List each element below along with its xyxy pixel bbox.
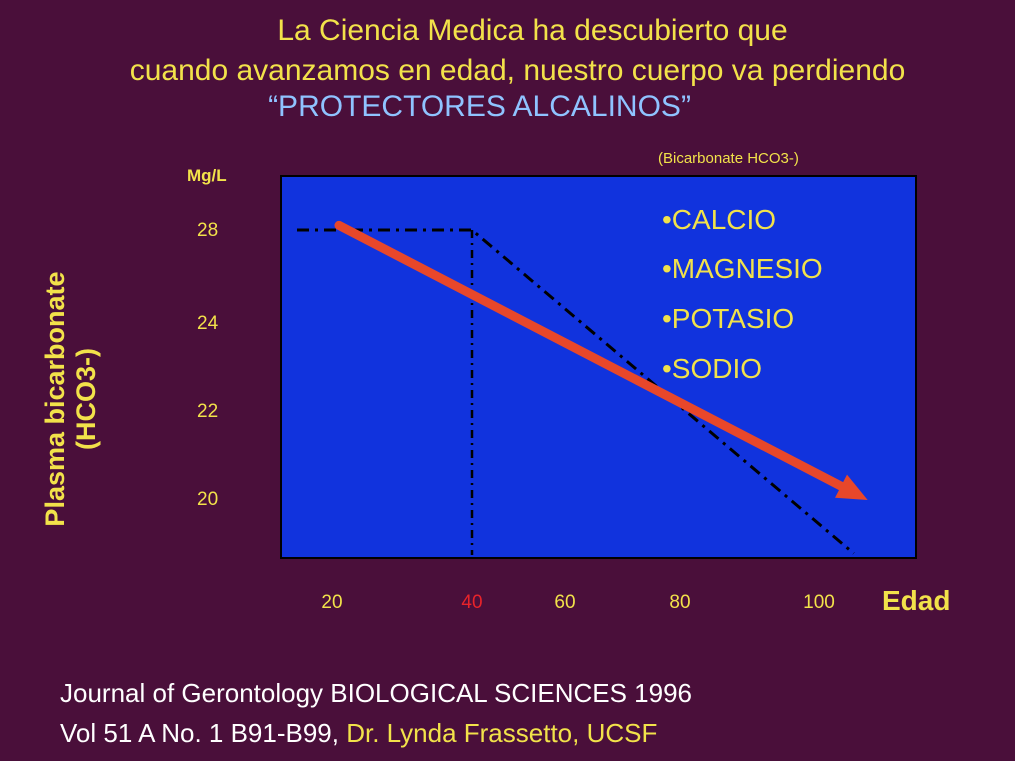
citation-line-2: Vol 51 A No. 1 B91-B99, Dr. Lynda Frasse… bbox=[60, 718, 657, 749]
y-axis-unit: Mg/L bbox=[187, 166, 227, 185]
legend-item-sodio: •SODIO bbox=[662, 353, 763, 384]
citation-author: Dr. Lynda Frassetto, UCSF bbox=[338, 718, 658, 748]
x-tick-label: 100 bbox=[803, 592, 835, 613]
x-tick-label: 80 bbox=[669, 592, 691, 613]
decline-arrow-head bbox=[835, 474, 868, 500]
y-tick-label: 20 bbox=[197, 489, 219, 510]
title-line-3: “PROTECTORES ALCALINOS” bbox=[268, 90, 691, 123]
plot-area bbox=[280, 175, 917, 559]
chart-svg bbox=[297, 220, 868, 555]
legend-item-potasio: •POTASIO bbox=[662, 303, 795, 334]
legend-item-calcio: •CALCIO bbox=[662, 204, 777, 235]
y-tick-label: 28 bbox=[197, 220, 219, 241]
legend-item-magnesio: •MAGNESIO bbox=[662, 253, 823, 284]
citation-volume: Vol 51 A No. 1 B91-B99, bbox=[60, 718, 339, 748]
decline-arrow-shaft bbox=[334, 220, 846, 491]
y-tick-label: 22 bbox=[197, 401, 219, 422]
citation-line-1: Journal of Gerontology BIOLOGICAL SCIENC… bbox=[60, 678, 693, 708]
chart-subtitle: (Bicarbonate HCO3-) bbox=[658, 150, 799, 167]
x-tick-label: 60 bbox=[554, 592, 576, 613]
x-tick-label: 20 bbox=[321, 592, 343, 613]
x-tick-label-highlight: 40 bbox=[461, 592, 483, 613]
y-axis-label: Plasma bicarbonate (HCO3-) bbox=[40, 271, 101, 527]
y-tick-label: 24 bbox=[197, 313, 219, 334]
title-line-2: cuando avanzamos en edad, nuestro cuerpo… bbox=[129, 54, 906, 87]
title-line-1: La Ciencia Medica ha descubierto que bbox=[277, 14, 788, 47]
x-axis-label: Edad bbox=[882, 585, 951, 616]
